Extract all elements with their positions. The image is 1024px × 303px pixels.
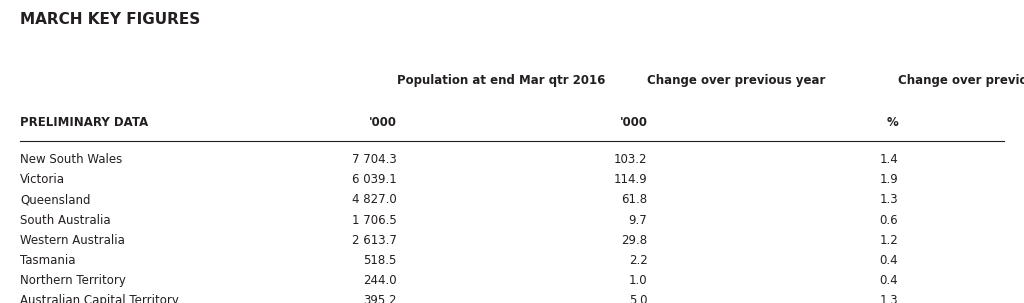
Text: Western Australia: Western Australia (20, 234, 125, 247)
Text: 2 613.7: 2 613.7 (351, 234, 396, 247)
Text: 0.4: 0.4 (880, 274, 898, 287)
Text: 9.7: 9.7 (629, 214, 647, 227)
Text: 61.8: 61.8 (622, 193, 647, 206)
Text: 4 827.0: 4 827.0 (352, 193, 396, 206)
Text: 244.0: 244.0 (362, 274, 396, 287)
Text: Change over previous year: Change over previous year (647, 74, 825, 87)
Text: Population at end Mar qtr 2016: Population at end Mar qtr 2016 (396, 74, 605, 87)
Text: Tasmania: Tasmania (20, 254, 76, 267)
Text: PRELIMINARY DATA: PRELIMINARY DATA (20, 116, 148, 129)
Text: Northern Territory: Northern Territory (20, 274, 126, 287)
Text: '000: '000 (369, 116, 396, 129)
Text: %: % (887, 116, 898, 129)
Text: 1.3: 1.3 (880, 193, 898, 206)
Text: '000: '000 (620, 116, 647, 129)
Text: 1.4: 1.4 (880, 153, 898, 166)
Text: MARCH KEY FIGURES: MARCH KEY FIGURES (20, 12, 201, 27)
Text: 1 706.5: 1 706.5 (352, 214, 396, 227)
Text: Australian Capital Territory: Australian Capital Territory (20, 294, 179, 303)
Text: 395.2: 395.2 (364, 294, 396, 303)
Text: Queensland: Queensland (20, 193, 91, 206)
Text: 29.8: 29.8 (622, 234, 647, 247)
Text: South Australia: South Australia (20, 214, 111, 227)
Text: Change over previous year: Change over previous year (898, 74, 1024, 87)
Text: 2.2: 2.2 (629, 254, 647, 267)
Text: 518.5: 518.5 (364, 254, 396, 267)
Text: 103.2: 103.2 (614, 153, 647, 166)
Text: 1.3: 1.3 (880, 294, 898, 303)
Text: New South Wales: New South Wales (20, 153, 123, 166)
Text: 7 704.3: 7 704.3 (352, 153, 396, 166)
Text: 5.0: 5.0 (629, 294, 647, 303)
Text: 1.2: 1.2 (880, 234, 898, 247)
Text: 6 039.1: 6 039.1 (352, 173, 396, 186)
Text: 114.9: 114.9 (613, 173, 647, 186)
Text: 0.4: 0.4 (880, 254, 898, 267)
Text: 1.0: 1.0 (629, 274, 647, 287)
Text: 0.6: 0.6 (880, 214, 898, 227)
Text: Victoria: Victoria (20, 173, 66, 186)
Text: 1.9: 1.9 (880, 173, 898, 186)
